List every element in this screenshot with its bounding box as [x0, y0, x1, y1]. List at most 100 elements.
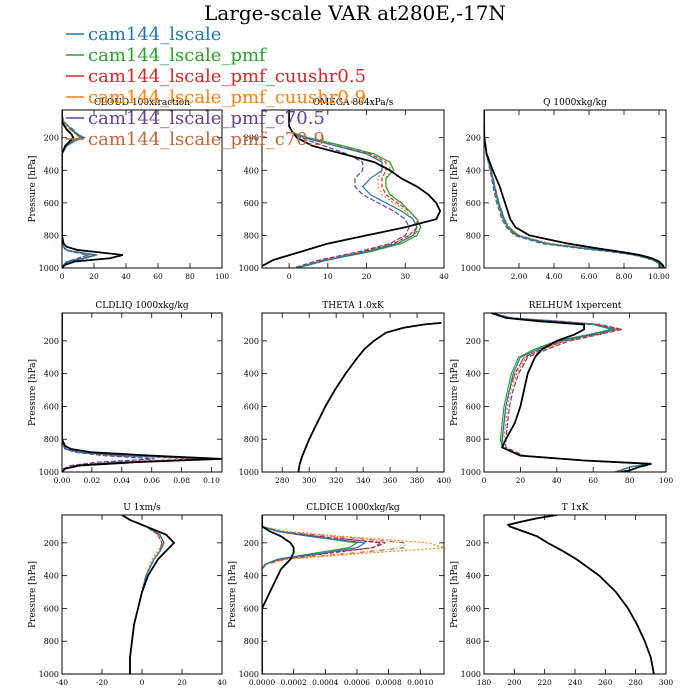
- x-tick-label: 0.02: [84, 476, 101, 485]
- x-tick-label: 6.00: [581, 272, 598, 281]
- x-tick-label: 220: [538, 678, 553, 687]
- x-tick-label: 200: [507, 678, 522, 687]
- y-tick-label: 400: [44, 572, 59, 581]
- y-tick-label: 800: [44, 637, 59, 646]
- y-tick-label: 800: [244, 637, 259, 646]
- y-axis-label: Pressure [hPa]: [28, 359, 38, 426]
- x-tick-label: 40: [439, 272, 449, 281]
- y-tick-label: 1000: [239, 264, 259, 273]
- panel-4: CLDLIQ 1000xkg/kg Pressure [hPa] 200 400 600…: [28, 301, 223, 485]
- x-tick-label: 320: [329, 476, 344, 485]
- x-tick-label: 0: [482, 476, 487, 485]
- y-tick-label: 800: [244, 231, 259, 240]
- legend-label: cam144_lscale: [88, 24, 221, 45]
- panel-title: OMEGA 864xPa/s: [313, 98, 394, 108]
- plot-frame: [261, 312, 445, 473]
- series-line: [62, 110, 90, 268]
- y-tick-label: 800: [466, 435, 481, 444]
- y-tick-label: 200: [244, 337, 259, 346]
- plot-frame: [61, 312, 223, 473]
- x-tick-label: 4.00: [546, 272, 563, 281]
- panel-title: RELHUM 1xpercent: [529, 301, 622, 311]
- x-tick-label: 400: [437, 476, 452, 485]
- y-tick-label: 800: [244, 435, 259, 444]
- y-tick-label: 1000: [239, 468, 259, 477]
- plot-frame: [483, 109, 667, 269]
- y-tick-label: 1000: [39, 468, 59, 477]
- y-tick-label: 400: [466, 370, 481, 379]
- y-tick-label: 200: [466, 134, 481, 143]
- legend-entry: cam144_lscale_pmf: [66, 45, 267, 66]
- x-tick-label: 20: [362, 272, 372, 281]
- y-tick-label: 200: [44, 539, 59, 548]
- x-tick-label: 10: [323, 272, 333, 281]
- series-line: [62, 313, 222, 472]
- legend-entry: cam144_lscale: [66, 24, 221, 45]
- series-line: [262, 515, 367, 674]
- y-tick-label: 1000: [461, 670, 481, 679]
- x-tick-label: 0.0000: [249, 678, 275, 687]
- panel-5: THETA 1.0xK 200 400 600 800 1000 280 300 320 340 3…: [239, 301, 452, 485]
- x-tick-label: -40: [56, 678, 68, 687]
- y-tick-label: 400: [466, 166, 481, 175]
- x-tick-label: 0.06: [143, 476, 160, 485]
- y-tick-label: 200: [44, 134, 59, 143]
- plot-frame: [483, 312, 667, 473]
- y-axis-label: Pressure [hPa]: [450, 155, 460, 222]
- y-tick-label: 200: [466, 539, 481, 548]
- y-tick-label: 400: [44, 370, 59, 379]
- x-tick-label: 20: [177, 678, 187, 687]
- legend-label: cam144_lscale_pmf_c70.9: [88, 129, 325, 150]
- y-tick-label: 600: [44, 402, 59, 411]
- y-tick-label: 200: [466, 337, 481, 346]
- y-tick-label: 400: [244, 572, 259, 581]
- x-tick-label: 360: [383, 476, 398, 485]
- y-tick-label: 800: [466, 637, 481, 646]
- series-line: [62, 110, 124, 268]
- series-line: [262, 110, 442, 267]
- series-line: [62, 110, 98, 268]
- series-line: [288, 110, 410, 268]
- series-line: [490, 313, 652, 472]
- y-tick-label: 600: [44, 604, 59, 613]
- legend-entry: cam144_lscale_pmf_c70.5: [66, 108, 325, 129]
- x-tick-label: 100: [215, 272, 230, 281]
- y-tick-label: 1000: [461, 264, 481, 273]
- x-tick-label: 0: [60, 272, 65, 281]
- y-tick-label: 600: [466, 402, 481, 411]
- x-tick-label: 0.04: [113, 476, 130, 485]
- y-tick-label: 800: [44, 231, 59, 240]
- plot-frame: [261, 514, 445, 675]
- y-tick-label: 800: [466, 231, 481, 240]
- x-tick-label: 60: [153, 272, 163, 281]
- x-tick-label: 260: [598, 678, 613, 687]
- y-tick-label: 200: [244, 134, 259, 143]
- x-tick-label: 340: [356, 476, 371, 485]
- x-tick-label: -20: [96, 678, 108, 687]
- panel-title: Q 1000xkg/kg: [543, 98, 607, 108]
- x-tick-label: 30: [401, 272, 411, 281]
- series-line: [506, 515, 655, 674]
- x-tick-label: 40: [121, 272, 131, 281]
- x-tick-label: 40: [552, 476, 562, 485]
- y-tick-label: 1000: [39, 264, 59, 273]
- x-tick-label: 280: [629, 678, 644, 687]
- x-tick-label: 0.0002: [281, 678, 307, 687]
- x-tick-label: 180: [477, 678, 492, 687]
- x-tick-label: 0.00: [54, 476, 71, 485]
- y-tick-label: 600: [244, 199, 259, 208]
- series-line: [297, 321, 442, 472]
- plot-frame: [61, 109, 223, 269]
- legend-entry: cam144_lscale_pmf_cuushr0.9: [66, 87, 366, 108]
- x-tick-label: 100: [659, 476, 674, 485]
- panel-8: CLDICE 1000xkg/kg Pressure [hPa] 200 400 600…: [228, 503, 445, 687]
- y-axis-label: Pressure [hPa]: [450, 359, 460, 426]
- x-tick-label: 20: [89, 272, 99, 281]
- legend-entry: cam144_lscale_pmf_c70.9: [66, 129, 325, 150]
- x-tick-label: 0.0004: [312, 678, 338, 687]
- legend-label: cam144_lscale_pmf_cuushr0.5: [88, 66, 366, 87]
